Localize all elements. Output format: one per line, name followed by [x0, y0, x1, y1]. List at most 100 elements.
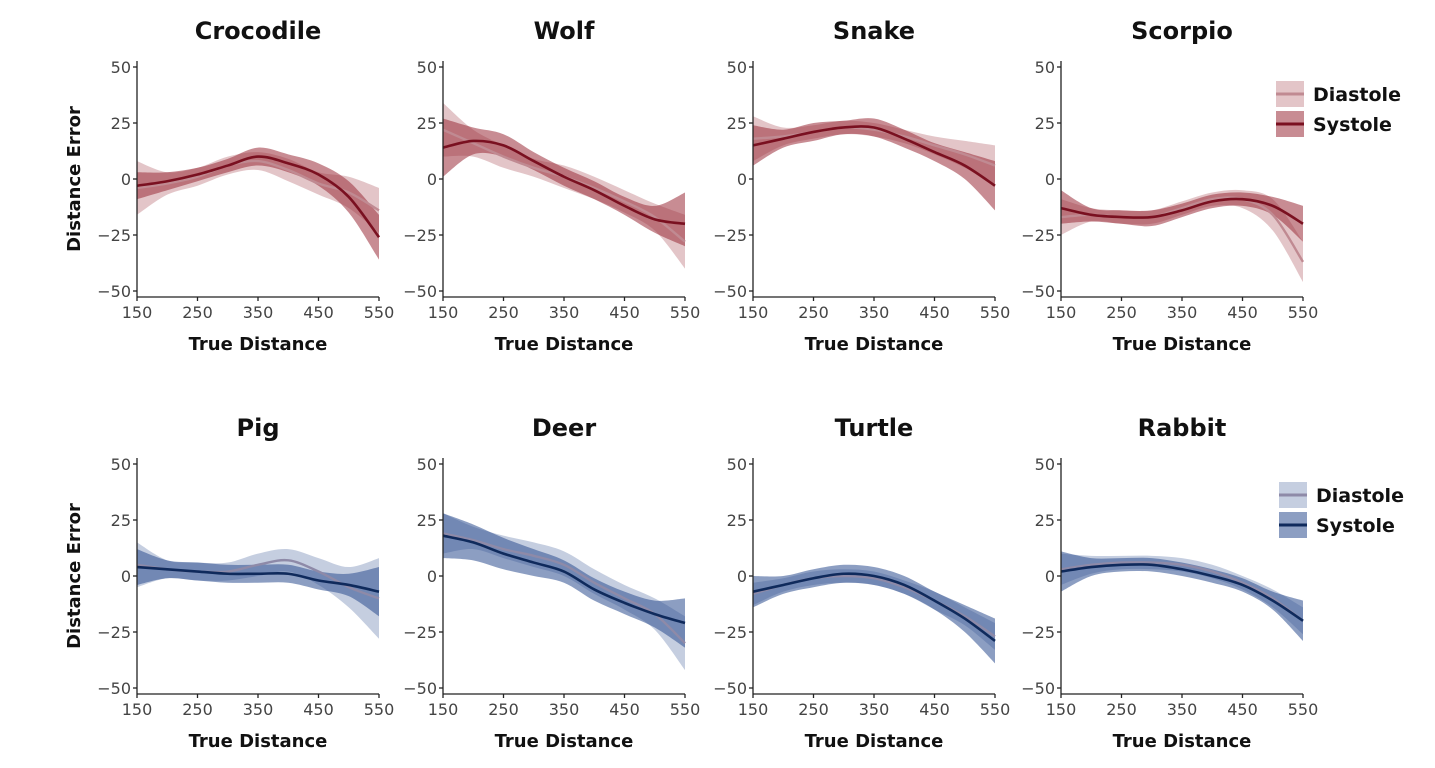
y-tick-label: 50	[1035, 455, 1055, 474]
panel-title: Rabbit	[1138, 414, 1227, 442]
x-tick-label: 150	[428, 303, 459, 322]
systole-line	[1060, 563, 1304, 622]
y-tick-label: 50	[1035, 58, 1055, 77]
x-tick-label: 350	[243, 303, 274, 322]
y-tick-label: 0	[1045, 567, 1055, 586]
x-tick-label: 150	[122, 303, 153, 322]
y-tick-label: 0	[737, 567, 747, 586]
systole-line	[136, 155, 381, 239]
x-tick-label: 350	[549, 303, 580, 322]
x-tick-label: 250	[488, 303, 519, 322]
diastole-line	[1060, 561, 1304, 622]
legend-blue: Diastole Systole	[1279, 482, 1404, 538]
systole-line	[442, 139, 686, 226]
x-axis-title: True Distance	[805, 731, 944, 752]
x-tick-label: 550	[670, 303, 701, 322]
y-tick-label: −25	[403, 623, 437, 642]
x-tick-label: 350	[1167, 700, 1198, 719]
x-tick-label: 250	[182, 700, 213, 719]
x-tick-label: 250	[1106, 303, 1137, 322]
y-tick-label: −25	[403, 226, 437, 245]
y-tick-label: 25	[417, 511, 437, 530]
panel-title: Turtle	[835, 414, 914, 442]
y-tick-label: 25	[727, 114, 747, 133]
y-tick-label: 25	[727, 511, 747, 530]
y-axis-title: Distance Error	[64, 503, 85, 649]
systole-confidence-band	[753, 564, 995, 664]
y-tick-label: 0	[427, 567, 437, 586]
y-tick-label: 25	[1035, 114, 1055, 133]
diastole-line	[442, 532, 686, 645]
systole-line	[442, 534, 686, 625]
x-tick-label: 150	[738, 303, 769, 322]
x-tick-label: 250	[798, 700, 829, 719]
x-tick-label: 350	[549, 700, 580, 719]
systole-line	[752, 125, 996, 187]
y-tick-label: 0	[737, 170, 747, 189]
y-axis-title: Distance Error	[64, 106, 85, 252]
x-axis-title: True Distance	[495, 731, 634, 752]
y-tick-label: 25	[111, 511, 131, 530]
x-tick-label: 550	[1288, 700, 1319, 719]
x-tick-label: 350	[243, 700, 274, 719]
y-tick-label: −50	[713, 679, 747, 698]
x-axis-title: True Distance	[495, 334, 634, 355]
x-axis-title: True Distance	[1113, 334, 1252, 355]
panel-title: Pig	[237, 414, 280, 442]
x-tick-label: 250	[488, 700, 519, 719]
y-tick-label: −25	[713, 623, 747, 642]
panel-title: Snake	[833, 17, 915, 45]
x-tick-label: 350	[859, 303, 890, 322]
x-tick-label: 550	[1288, 303, 1319, 322]
x-axis-title: True Distance	[189, 334, 328, 355]
x-tick-label: 550	[980, 303, 1011, 322]
x-tick-label: 150	[1046, 700, 1077, 719]
systole-confidence-band	[1061, 190, 1303, 242]
x-tick-label: 450	[919, 303, 950, 322]
x-tick-label: 450	[1227, 700, 1258, 719]
y-tick-label: −50	[1021, 282, 1055, 301]
diastole-line	[752, 126, 996, 167]
systole-confidence-band	[443, 513, 685, 648]
legend-red: Diastole Systole	[1276, 81, 1401, 137]
x-tick-label: 150	[122, 700, 153, 719]
panel-title: Crocodile	[195, 17, 322, 45]
y-tick-label: −50	[403, 282, 437, 301]
y-tick-label: 50	[417, 455, 437, 474]
x-axis-title: True Distance	[1113, 731, 1252, 752]
legend-label-diastole: Diastole	[1313, 84, 1401, 106]
legend-label-systole: Systole	[1316, 515, 1395, 537]
y-tick-label: −50	[97, 679, 131, 698]
x-tick-label: 450	[609, 700, 640, 719]
y-tick-label: 25	[1035, 511, 1055, 530]
y-tick-label: 0	[121, 170, 131, 189]
x-tick-label: 150	[1046, 303, 1077, 322]
y-tick-label: 50	[727, 455, 747, 474]
systole-confidence-band	[443, 118, 685, 247]
x-tick-label: 150	[428, 700, 459, 719]
y-tick-label: −25	[97, 623, 131, 642]
y-tick-label: −50	[713, 282, 747, 301]
y-tick-label: 50	[727, 58, 747, 77]
systole-confidence-band	[137, 147, 379, 260]
x-tick-label: 450	[303, 303, 334, 322]
x-tick-label: 550	[364, 700, 395, 719]
y-tick-label: 50	[111, 58, 131, 77]
x-tick-label: 450	[303, 700, 334, 719]
panel-title: Scorpio	[1131, 17, 1233, 45]
x-tick-label: 250	[182, 303, 213, 322]
x-tick-label: 150	[738, 700, 769, 719]
y-tick-label: 25	[417, 114, 437, 133]
systole-line	[752, 572, 996, 643]
y-tick-label: 0	[427, 170, 437, 189]
legend-label-systole: Systole	[1313, 114, 1392, 136]
x-axis-title: True Distance	[189, 731, 328, 752]
